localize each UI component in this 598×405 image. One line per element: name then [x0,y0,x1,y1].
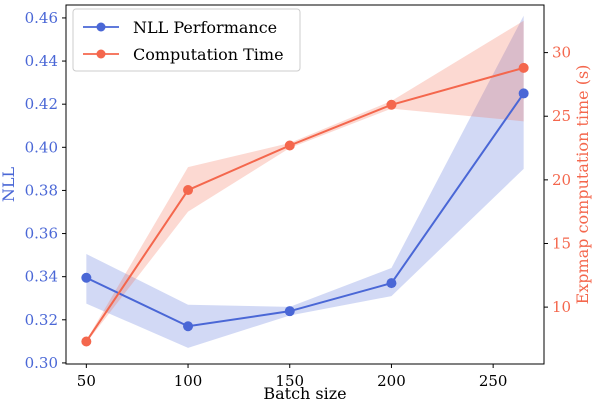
y-right-tick-label: 15 [552,234,571,252]
point-nll [81,272,92,283]
legend-label-time: Computation Time [133,45,284,64]
x-tick-label: 200 [377,372,406,390]
point-time [518,62,529,73]
y-left-tick-label: 0.30 [25,354,58,372]
point-nll [386,278,397,289]
y-right-tick-label: 20 [552,171,571,189]
y-left-tick-label: 0.32 [25,311,58,329]
y-axis-left-label: NLL [0,167,18,203]
y-left-tick-label: 0.40 [25,138,58,156]
legend: NLL Performance Computation Time [72,8,301,72]
point-nll [284,306,295,317]
x-tick-label: 150 [275,372,304,390]
x-axis: 50 100 150 200 250 [77,364,508,390]
legend-marker-time [96,49,106,59]
point-time [284,140,295,151]
confidence-bands [86,15,524,348]
y-right-tick-label: 30 [552,44,571,62]
point-time [183,185,194,196]
legend-marker-nll [96,22,106,32]
point-time [386,99,397,110]
y-right-tick-label: 10 [552,298,571,316]
y-left-tick-label: 0.46 [25,9,58,27]
point-nll [518,88,529,99]
series-points [81,62,529,347]
y-left-tick-label: 0.42 [25,95,58,113]
legend-label-nll: NLL Performance [133,18,277,37]
y-axis-right: 10 15 20 25 30 [544,44,571,316]
x-tick-label: 250 [479,372,508,390]
y-axis-left: 0.30 0.32 0.34 0.36 0.38 0.40 0.42 0.44 0.46 [25,9,66,372]
band-time [86,20,524,343]
y-left-tick-label: 0.36 [25,225,58,243]
legend-box [72,8,301,72]
x-axis-label: Batch size [263,384,346,403]
x-tick-label: 50 [77,372,96,390]
point-nll [183,321,194,332]
plot-frame [65,4,545,365]
x-tick-label: 100 [174,372,203,390]
point-time [81,336,92,347]
band-nll [86,15,524,348]
y-axis-right-label: Expmap computation time (s) [573,65,592,305]
y-right-tick-label: 25 [552,107,571,125]
y-left-tick-label: 0.44 [25,52,58,70]
y-left-tick-label: 0.34 [25,268,58,286]
y-left-tick-label: 0.38 [25,181,58,199]
